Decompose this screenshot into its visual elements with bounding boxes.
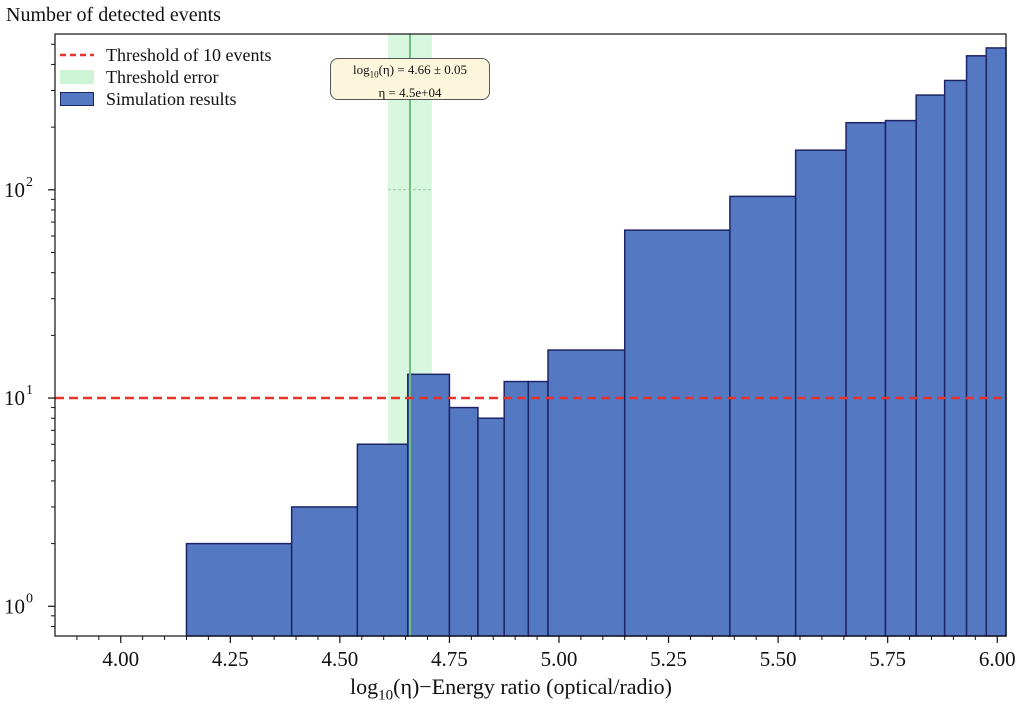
histogram-bar: [547, 349, 626, 637]
y-tick-exponent: 0: [26, 591, 33, 606]
histogram-bar: [448, 406, 479, 637]
x-tick-label: 5.00: [541, 647, 578, 671]
histogram-bar: [527, 380, 549, 637]
threshold-annotation-box: log10(η) = 4.66 ± 0.05 η = 4.5e+04: [330, 58, 490, 100]
x-tick-label: 4.00: [102, 647, 139, 671]
histogram-bar: [794, 149, 847, 637]
histogram-bar: [290, 506, 359, 637]
histogram-bar: [185, 542, 293, 637]
y-axis-label: Number of detected events: [6, 4, 221, 26]
x-tick-label: 5.75: [869, 647, 906, 671]
x-tick-label: 5.25: [650, 647, 687, 671]
histogram-bar: [915, 94, 946, 637]
histogram-bar: [965, 55, 988, 637]
y-tick-exponent: 1: [26, 383, 33, 398]
histogram-bars: [185, 47, 1007, 637]
histogram-bar: [477, 417, 505, 637]
y-tick-exponent: 2: [26, 175, 33, 190]
x-tick-label: 5.50: [760, 647, 797, 671]
histogram-bar: [503, 380, 530, 637]
threshold-layer: [55, 34, 1006, 636]
annotation-line-2: η = 4.5e+04: [378, 84, 442, 100]
legend-simulation-label: Simulation results: [106, 89, 237, 109]
histogram-bar: [845, 121, 887, 637]
dashed-line-swatch: [60, 53, 94, 57]
histogram-bar: [985, 47, 1007, 637]
x-tick-label: 4.75: [431, 647, 468, 671]
bar-swatch: [60, 92, 94, 106]
histogram-bar: [356, 443, 409, 637]
legend-threshold-label: Threshold of 10 events: [106, 45, 272, 65]
legend-item-threshold-error: Threshold error: [60, 66, 271, 88]
y-tick-label: 10: [4, 386, 25, 410]
legend: Threshold of 10 events Threshold error S…: [60, 44, 271, 110]
x-tick-label: 4.50: [321, 647, 358, 671]
x-tick-label: 6.00: [979, 647, 1016, 671]
histogram-bar: [407, 373, 451, 637]
histogram-bar: [943, 79, 968, 637]
histogram-bar: [884, 119, 917, 637]
y-tick-label: 10: [4, 178, 25, 202]
legend-item-simulation: Simulation results: [60, 88, 271, 110]
x-axis-label: log10(η)−Energy ratio (optical/radio): [350, 674, 672, 704]
histogram-bar: [623, 229, 731, 637]
y-tick-label: 10: [4, 594, 25, 618]
legend-threshold-error-label: Threshold error: [106, 67, 219, 87]
x-tick-label: 4.25: [212, 647, 249, 671]
histogram-bar: [729, 195, 797, 637]
error-band-swatch: [60, 70, 94, 84]
annotation-line-1: log10(η) = 4.66 ± 0.05: [352, 62, 468, 80]
legend-item-threshold: Threshold of 10 events: [60, 44, 271, 66]
